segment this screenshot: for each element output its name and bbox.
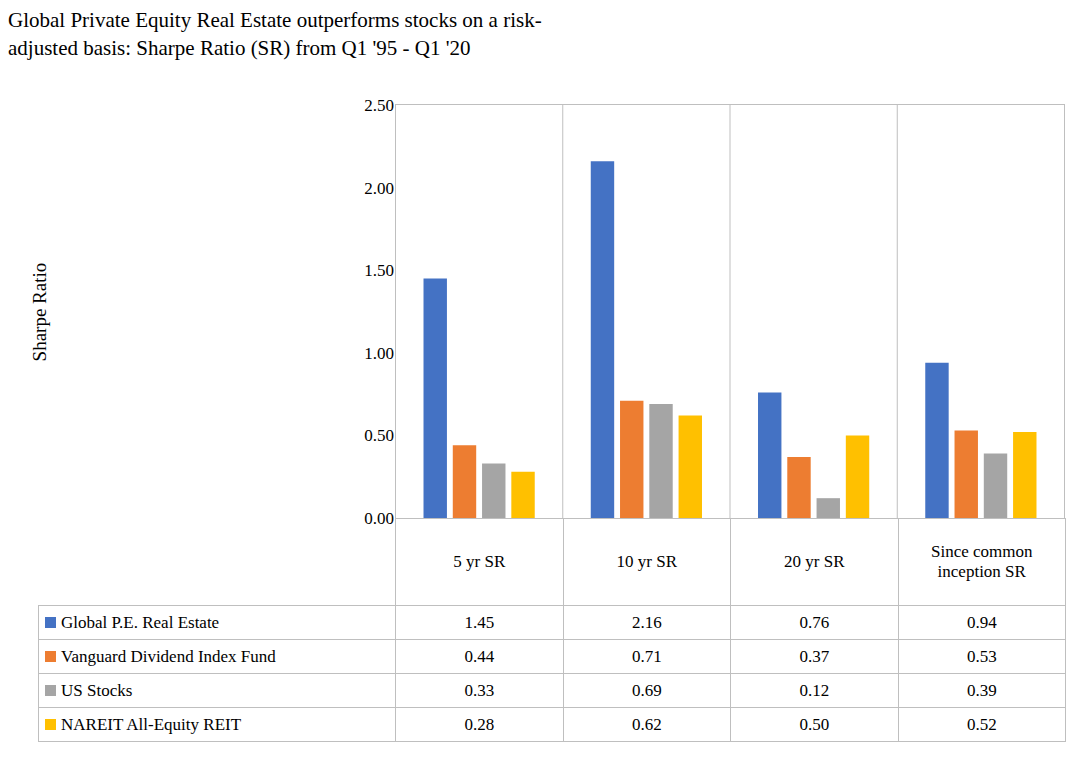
html-text:0.28: 0.28 <box>464 714 495 734</box>
html-text:0.39: 0.39 <box>966 680 997 700</box>
html-text:0.37: 0.37 <box>799 646 830 666</box>
html-text:5 yr SR: 5 yr SR <box>453 552 506 571</box>
html-text:2.16: 2.16 <box>631 612 662 632</box>
html-text:US Stocks: US Stocks <box>61 680 133 700</box>
html-text:0.44: 0.44 <box>464 646 495 666</box>
html-text:0.50: 0.50 <box>799 714 830 734</box>
html-text:0.76: 0.76 <box>799 612 830 632</box>
html-text:0.71: 0.71 <box>631 646 662 666</box>
svg-text:Sharpe Ratio: Sharpe Ratio <box>29 263 50 362</box>
svg-text:1.50: 1.50 <box>364 261 394 280</box>
html-text:NAREIT All-Equity REIT: NAREIT All-Equity REIT <box>61 714 242 734</box>
svg-text:1.00: 1.00 <box>364 344 394 363</box>
html-text:0.94: 0.94 <box>966 612 997 632</box>
html-text:0.52: 0.52 <box>966 714 997 734</box>
html-text:0.33: 0.33 <box>464 680 495 700</box>
html-text:0.69: 0.69 <box>631 680 662 700</box>
svg-text:2.50: 2.50 <box>364 96 394 115</box>
html-text:Global Private Equity Real Est: Global Private Equity Real Estate outper… <box>8 8 542 60</box>
svg-text:0.50: 0.50 <box>364 426 394 445</box>
html-text:10 yr SR: 10 yr SR <box>616 552 677 571</box>
svg-text:0.00: 0.00 <box>364 509 394 528</box>
html-text:0.53: 0.53 <box>966 646 997 666</box>
svg-text:2.00: 2.00 <box>364 179 394 198</box>
html-text:Global P.E. Real Estate: Global P.E. Real Estate <box>61 612 220 632</box>
html-text:0.12: 0.12 <box>799 680 830 700</box>
html-text:1.45: 1.45 <box>464 612 495 632</box>
html-text:Since common inception SR: Since common inception SR <box>931 542 1033 581</box>
html-text:20 yr SR: 20 yr SR <box>784 552 845 571</box>
html-text:0.62: 0.62 <box>631 714 662 734</box>
html-text:Vanguard Dividend Index Fund: Vanguard Dividend Index Fund <box>61 646 276 666</box>
